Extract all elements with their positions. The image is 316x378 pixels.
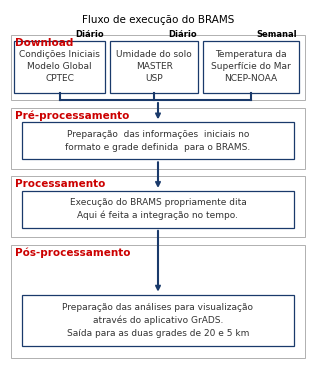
- Text: Semanal: Semanal: [257, 30, 297, 39]
- Text: Download: Download: [15, 38, 73, 48]
- Text: Temperatura da
Superfície do Mar
NCEP-NOAA: Temperatura da Superfície do Mar NCEP-NO…: [211, 50, 291, 83]
- Text: Preparação das análises para visualização
através do aplicativo GrADS.
Saída par: Preparação das análises para visualizaçã…: [63, 303, 253, 338]
- FancyBboxPatch shape: [14, 41, 105, 93]
- FancyBboxPatch shape: [203, 41, 299, 93]
- Text: Umidade do solo
MASTER
USP: Umidade do solo MASTER USP: [116, 50, 192, 83]
- Text: Pré-processamento: Pré-processamento: [15, 110, 129, 121]
- FancyBboxPatch shape: [22, 122, 294, 160]
- Text: Condições Iniciais
Modelo Global
CPTEC: Condições Iniciais Modelo Global CPTEC: [19, 50, 100, 83]
- FancyBboxPatch shape: [22, 294, 294, 346]
- Text: Processamento: Processamento: [15, 179, 105, 189]
- Text: Preparação  das informações  iniciais no
formato e grade definida  para o BRAMS.: Preparação das informações iniciais no f…: [65, 130, 251, 152]
- Text: Fluxo de execução do BRAMS: Fluxo de execução do BRAMS: [82, 15, 234, 25]
- FancyBboxPatch shape: [110, 41, 198, 93]
- Text: Diário: Diário: [75, 30, 104, 39]
- Text: Execução do BRAMS propriamente dita
Aqui é feita a integração no tempo.: Execução do BRAMS propriamente dita Aqui…: [70, 198, 246, 220]
- FancyBboxPatch shape: [22, 191, 294, 228]
- Text: Diário: Diário: [168, 30, 197, 39]
- Text: Pós-processamento: Pós-processamento: [15, 248, 130, 258]
